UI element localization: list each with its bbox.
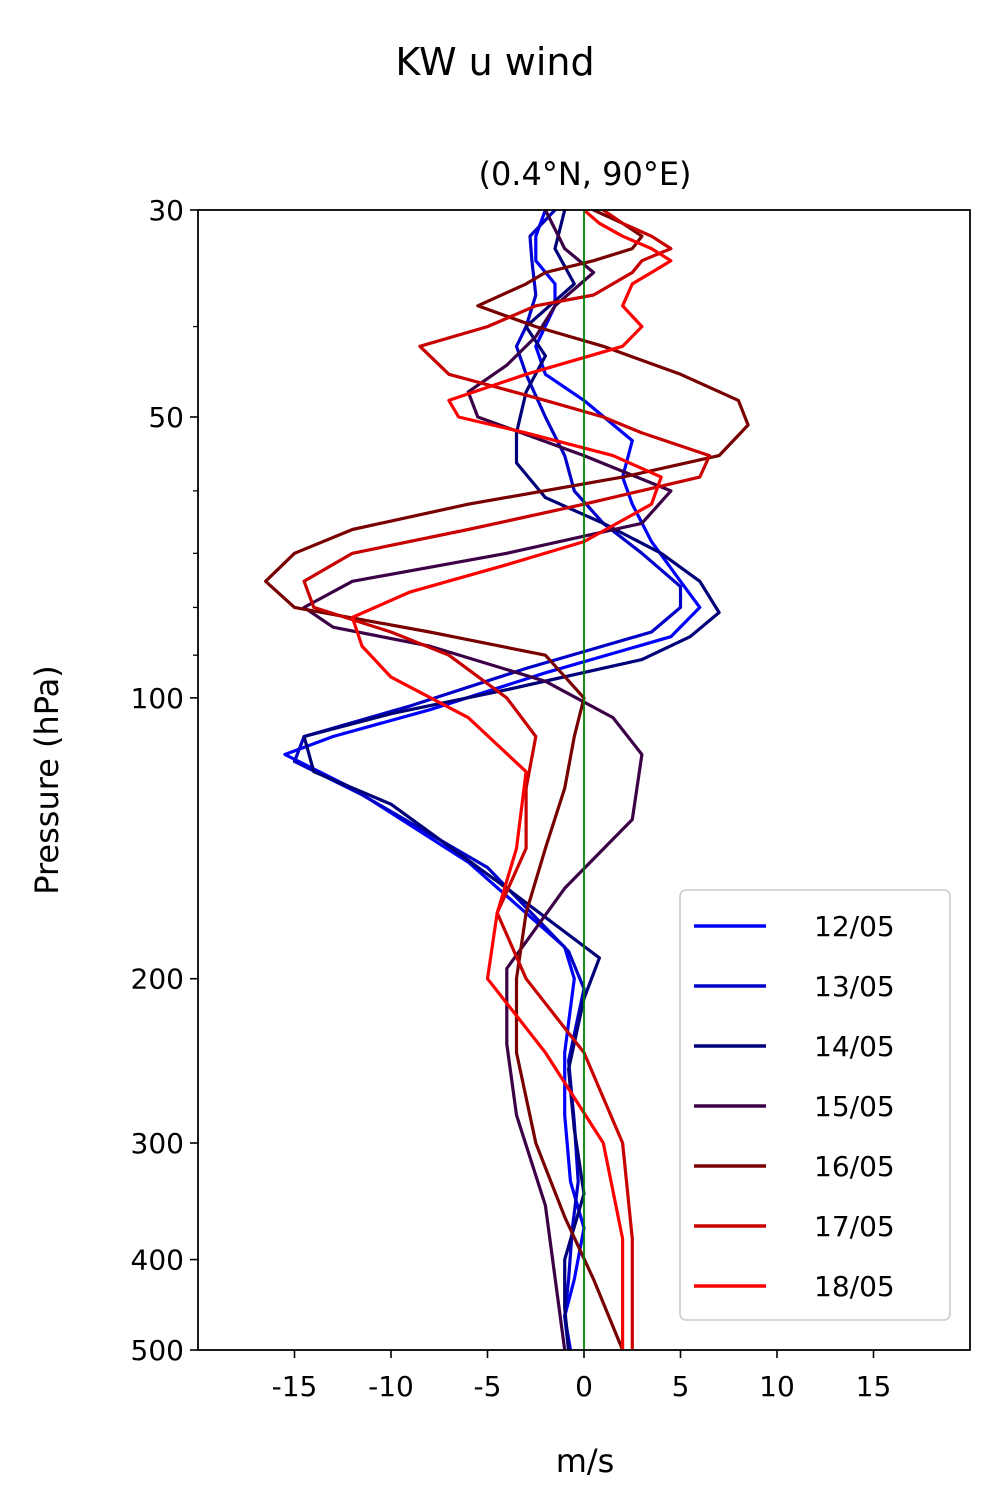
y-tick-label: 500: [131, 1334, 184, 1367]
x-tick-label: -5: [474, 1370, 502, 1403]
x-axis-label: m/s: [556, 1442, 615, 1480]
legend-label: 13/05: [814, 970, 895, 1003]
legend-label: 16/05: [814, 1150, 895, 1183]
legend-box: [679, 889, 951, 1321]
x-tick-label: 10: [759, 1370, 795, 1403]
y-tick-label: 30: [148, 194, 184, 227]
series-group: [264, 210, 750, 1350]
legend-label: 18/05: [814, 1270, 895, 1303]
x-tick-label: 0: [575, 1370, 593, 1403]
series-line-5: [264, 210, 750, 1350]
y-tick-label: 100: [131, 682, 184, 715]
legend-label: 17/05: [814, 1210, 895, 1243]
series-line-1: [283, 210, 702, 1350]
plot-area: -15 -10 -5 0 5 10 15 30 50 100 200 300 400 500: [131, 194, 971, 1403]
y-tick-label: 200: [131, 963, 184, 996]
series-line-3: [302, 210, 721, 1350]
series-line-4: [302, 210, 673, 1350]
y-tick-label: 400: [131, 1244, 184, 1277]
legend-label: 15/05: [814, 1090, 895, 1123]
x-tick-label: -10: [368, 1370, 414, 1403]
x-tick-label: -15: [272, 1370, 318, 1403]
series-line-7: [350, 210, 673, 1350]
chart-subtitle: (0.4°N, 90°E): [478, 155, 691, 193]
x-tick-label: 15: [856, 1370, 892, 1403]
x-tick-label: 5: [672, 1370, 690, 1403]
legend-label: 12/05: [814, 910, 895, 943]
series-line-2: [292, 210, 683, 1350]
legend-label: 14/05: [814, 1030, 895, 1063]
y-tick-label: 300: [131, 1127, 184, 1160]
y-axis-label: Pressure (hPa): [28, 665, 66, 895]
chart-title: KW u wind: [395, 40, 594, 84]
legend: 12/05 13/05 14/05 15/05 16/05 17/05 18/05: [679, 889, 951, 1321]
y-tick-label: 50: [148, 401, 184, 434]
